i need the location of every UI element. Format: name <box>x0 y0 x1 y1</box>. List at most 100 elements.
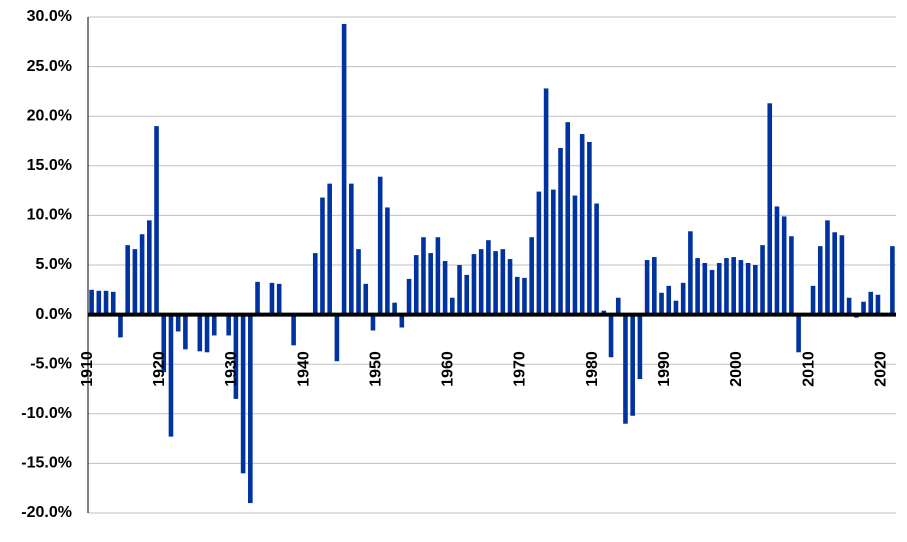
bar <box>356 249 361 315</box>
bar <box>572 195 578 315</box>
bar <box>781 216 787 315</box>
bar <box>161 314 167 373</box>
bar <box>637 314 643 380</box>
bar <box>875 294 881 315</box>
bar <box>500 249 506 315</box>
y-tick-label: 10.0% <box>27 207 72 224</box>
bar <box>385 207 390 315</box>
y-tick-label: -20.0% <box>21 504 72 521</box>
bar <box>168 314 174 437</box>
bar <box>680 282 686 315</box>
y-tick-label: -10.0% <box>21 405 72 422</box>
x-tick-label: 1940 <box>295 351 312 387</box>
bar <box>558 147 563 315</box>
bar <box>529 237 534 315</box>
bar <box>406 278 412 315</box>
x-tick-label: 1950 <box>367 351 384 387</box>
bar <box>320 197 325 315</box>
bar <box>211 314 217 336</box>
y-tick-label: 30.0% <box>27 8 72 25</box>
bar <box>370 314 376 331</box>
x-tick-label: 1930 <box>223 351 240 387</box>
bar <box>392 302 397 315</box>
bar <box>154 126 159 315</box>
x-tick-label: 2000 <box>728 351 745 387</box>
bar <box>702 263 708 315</box>
bar <box>543 88 549 315</box>
bar <box>666 285 672 315</box>
bar <box>724 258 729 315</box>
y-tick-label: 0.0% <box>36 306 72 323</box>
bar <box>861 301 866 315</box>
y-tick-label: 5.0% <box>36 256 72 273</box>
bar <box>147 220 152 315</box>
bar <box>825 220 830 315</box>
x-tick-label: 1910 <box>79 351 96 387</box>
x-tick-label: 1970 <box>512 351 529 387</box>
bar <box>377 176 383 315</box>
y-tick-label: 15.0% <box>27 157 72 174</box>
bar <box>753 265 758 315</box>
bar <box>493 251 498 315</box>
bar <box>514 276 520 315</box>
bar <box>421 237 426 315</box>
bar <box>817 246 823 315</box>
bar <box>197 314 203 352</box>
bar <box>89 289 94 315</box>
bar <box>608 314 614 358</box>
y-tick-label: 20.0% <box>27 107 72 124</box>
bar <box>652 257 657 315</box>
bar <box>442 261 448 315</box>
bar <box>890 246 895 315</box>
bar <box>118 314 123 338</box>
bar <box>644 260 650 315</box>
bar <box>110 291 116 315</box>
bar <box>183 314 188 350</box>
bar <box>96 290 102 315</box>
bar <box>565 122 571 315</box>
bar <box>450 297 455 315</box>
bar <box>478 249 484 315</box>
bar <box>695 258 700 315</box>
bar <box>522 277 527 315</box>
bar <box>615 297 621 315</box>
bar <box>536 191 542 315</box>
bar <box>745 263 751 315</box>
bar <box>291 314 296 346</box>
x-tick-label: 2020 <box>872 351 889 387</box>
bar <box>846 297 852 315</box>
x-tick-label: 1980 <box>584 351 601 387</box>
bar <box>399 314 405 328</box>
bar <box>457 265 462 315</box>
bar <box>760 245 765 315</box>
bar <box>810 285 816 315</box>
bar <box>233 314 239 399</box>
bar <box>255 281 260 315</box>
bar <box>471 254 477 315</box>
bar <box>226 314 231 336</box>
bar <box>276 283 282 315</box>
bar <box>312 253 318 315</box>
bar <box>464 274 470 315</box>
bar <box>832 232 837 315</box>
bar <box>341 23 347 315</box>
bar <box>796 314 801 353</box>
bar <box>579 134 585 315</box>
bar <box>486 240 491 315</box>
y-tick-label: 25.0% <box>27 58 72 75</box>
x-tick-label: 1920 <box>151 351 168 387</box>
bar <box>659 292 664 315</box>
bar <box>248 314 253 504</box>
bar <box>327 183 332 315</box>
bar <box>587 141 592 315</box>
bar <box>767 103 773 315</box>
bar <box>132 249 138 315</box>
bar <box>709 269 715 315</box>
x-tick-label: 1960 <box>440 351 457 387</box>
bar <box>204 314 210 353</box>
bar <box>551 189 556 315</box>
bar <box>240 314 246 474</box>
bar <box>139 234 145 315</box>
bar <box>175 314 181 332</box>
